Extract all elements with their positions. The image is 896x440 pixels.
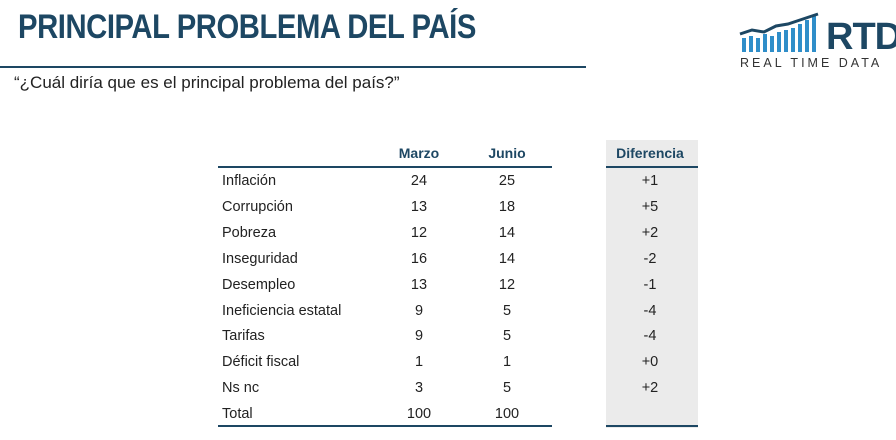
- table-row: Déficit fiscal 1 1 +0: [218, 350, 698, 376]
- table-footer-rule: [218, 425, 552, 427]
- junio-value: 1: [502, 354, 512, 371]
- junio-value: 100: [494, 406, 520, 423]
- row-label: Déficit fiscal: [222, 354, 300, 371]
- table-row: Inflación 24 25 +1: [218, 169, 698, 195]
- difference-header-rule: [606, 166, 698, 168]
- row-label: Ineficiencia estatal: [222, 302, 342, 319]
- marzo-value: 3: [414, 380, 424, 397]
- row-label: Inflación: [222, 173, 277, 189]
- row-label: Corrupción: [222, 198, 293, 215]
- difference-value: -2: [643, 250, 657, 267]
- difference-value: +2: [641, 380, 659, 397]
- marzo-value: 9: [414, 328, 424, 345]
- column-header-marzo: Marzo: [398, 145, 440, 161]
- junio-value: 14: [498, 250, 516, 267]
- junio-value: 5: [502, 302, 512, 319]
- marzo-value: 1: [414, 354, 424, 371]
- rtd-logo: RTD REAL TIME DATA: [738, 12, 896, 72]
- table-row: Tarifas 9 5 -4: [218, 324, 698, 350]
- row-label: Pobreza: [222, 224, 277, 241]
- difference-value: +5: [641, 198, 659, 215]
- table-row: Ineficiencia estatal 9 5 -4: [218, 299, 698, 325]
- marzo-value: 100: [406, 406, 432, 423]
- junio-value: 25: [498, 173, 516, 189]
- junio-value: 5: [502, 380, 512, 397]
- row-label: Inseguridad: [222, 250, 298, 267]
- difference-value: +1: [641, 173, 659, 189]
- marzo-value: 13: [410, 276, 428, 293]
- marzo-value: 16: [410, 250, 428, 267]
- difference-value: -4: [643, 302, 657, 319]
- difference-value: +0: [641, 354, 659, 371]
- logo-wordmark: RTD: [826, 16, 896, 58]
- marzo-value: 12: [410, 224, 428, 241]
- table-row: Ns nc 3 5 +2: [218, 376, 698, 402]
- column-header-diferencia: Diferencia: [616, 145, 684, 161]
- junio-value: 5: [502, 328, 512, 345]
- difference-column-background: [606, 140, 698, 428]
- junio-value: 18: [498, 198, 516, 215]
- table-row: Corrupción 13 18 +5: [218, 195, 698, 221]
- difference-footer-rule: [606, 425, 698, 427]
- difference-value: -1: [643, 276, 657, 293]
- marzo-value: 13: [410, 198, 428, 215]
- table-row: Pobreza 12 14 +2: [218, 221, 698, 247]
- question-subtitle: “¿Cuál diría que es el principal problem…: [14, 73, 400, 92]
- table-header-rule: [218, 166, 552, 168]
- marzo-value: 24: [410, 173, 428, 189]
- row-label: Total: [222, 406, 253, 423]
- logo-tagline: REAL TIME DATA: [740, 56, 883, 70]
- bar-chart-logo-icon: [739, 12, 819, 52]
- difference-value: -4: [643, 328, 657, 345]
- difference-value: +2: [641, 224, 659, 241]
- junio-value: 12: [498, 276, 516, 293]
- row-label: Tarifas: [222, 328, 265, 345]
- table-row: Inseguridad 16 14 -2: [218, 247, 698, 273]
- page-title: PRINCIPAL PROBLEMA DEL PAÍS: [18, 8, 476, 46]
- title-divider: [0, 66, 586, 68]
- table-row: Desempleo 13 12 -1: [218, 273, 698, 299]
- marzo-value: 9: [414, 302, 424, 319]
- row-label: Desempleo: [222, 276, 296, 293]
- table-row: Total 100 100: [218, 402, 698, 428]
- column-header-junio: Junio: [488, 145, 526, 161]
- junio-value: 14: [498, 224, 516, 241]
- row-label: Ns nc: [222, 380, 260, 397]
